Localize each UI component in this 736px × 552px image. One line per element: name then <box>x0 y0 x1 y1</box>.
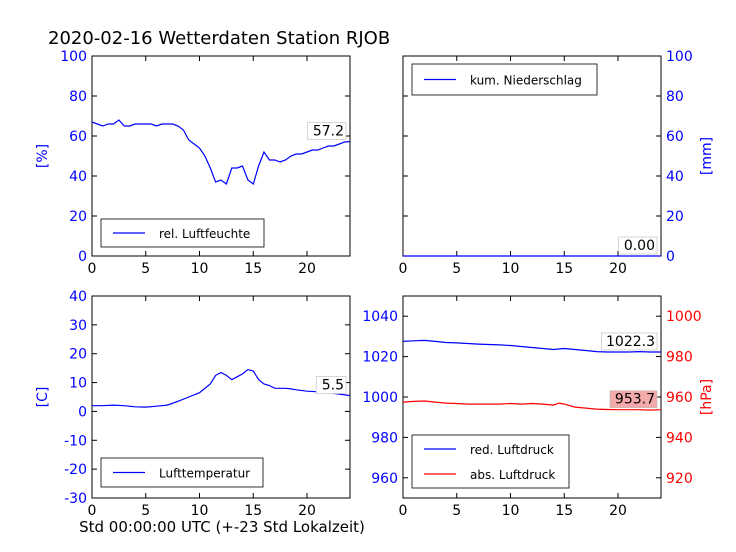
temperature-y-tick-label: 10 <box>69 376 87 392</box>
pressure-value-box-0 <box>601 332 658 351</box>
precip-y-tick-label: 0 <box>666 249 675 265</box>
temperature-x-tick-label: 20 <box>298 503 316 519</box>
temperature-panel: 0 5 10 15 20 -30 -20 -10 0 10 20 30 40 [C] 5.5 Lufttemp… <box>35 289 351 519</box>
pressure-x-tick-label: 5 <box>452 503 461 519</box>
humidity-y-tick-label: 40 <box>69 169 87 185</box>
humidity-x-tick-label: 15 <box>244 261 262 277</box>
humidity-x-tick-label: 5 <box>141 261 150 277</box>
pressure-value-label-0: 1022.3 <box>606 334 655 350</box>
pressure-x-tick-label: 20 <box>609 503 627 519</box>
precip-y-tick-label: 40 <box>666 169 684 185</box>
humidity-y-axis-label: [%] <box>35 144 51 168</box>
temperature-legend-label-0: Lufttemperatur <box>159 467 250 481</box>
temperature-value-label-0: 5.5 <box>322 378 344 394</box>
pressure-y-tick-label-right: 960 <box>666 390 693 406</box>
temperature-y-tick-label: -20 <box>64 462 87 478</box>
humidity-y-tick-label: 100 <box>60 49 87 65</box>
temperature-y-axis-label: [C] <box>35 387 51 408</box>
pressure-y-tick-label-right: 1000 <box>666 309 702 325</box>
precip-value-box-0 <box>618 236 658 255</box>
precip-x-tick-label: 5 <box>452 261 461 277</box>
pressure-y-tick-label-left: 960 <box>371 471 398 487</box>
humidity-legend-label-0: rel. Luftfeuchte <box>159 227 250 241</box>
humidity-axes-frame <box>91 55 351 257</box>
humidity-x-tick-label: 0 <box>88 261 97 277</box>
temperature-y-tick-label: -10 <box>64 433 87 449</box>
pressure-y-tick-label-left: 980 <box>371 430 398 446</box>
pressure-y-axis-label: [hPa] <box>699 379 715 415</box>
pressure-value-label-1: 953.7 <box>615 392 655 408</box>
humidity-value-box-0 <box>307 122 347 140</box>
pressure-panel: 0 5 10 15 20 960 980 1000 1020 1040 920 940 960 980 10… <box>362 295 715 519</box>
temperature-y-tick-label: 0 <box>78 404 87 420</box>
precip-panel: 0 5 10 15 20 0 20 40 60 80 100 [mm] 0.00 kum. Nieders… <box>399 49 715 277</box>
pressure-y-tick-label-left: 1000 <box>362 390 398 406</box>
temperature-y-tick-label: 40 <box>69 289 87 305</box>
humidity-x-tick-label: 20 <box>298 261 316 277</box>
temperature-value-box-0 <box>315 376 347 394</box>
humidity-y-tick-label: 80 <box>69 89 87 105</box>
precip-x-tick-label: 10 <box>502 261 520 277</box>
pressure-x-tick-label: 10 <box>502 503 520 519</box>
pressure-x-tick-label: 15 <box>555 503 573 519</box>
pressure-y-tick-label-right: 980 <box>666 350 693 366</box>
pressure-series-line-1 <box>402 400 662 411</box>
pressure-series-line-0 <box>402 339 661 353</box>
precip-legend-label-0: kum. Niederschlag <box>470 74 582 88</box>
pressure-legend-label-0: red. Luftdruck <box>470 443 554 457</box>
humidity-x-tick-label: 10 <box>191 261 209 277</box>
temperature-x-tick-label: 5 <box>141 503 150 519</box>
precip-y-tick-label: 60 <box>666 129 684 145</box>
humidity-value-label-0: 57.2 <box>313 124 344 140</box>
humidity-series-line-0 <box>91 119 351 185</box>
precip-y-tick-label: 100 <box>666 49 693 65</box>
precip-value-label-0: 0.00 <box>624 238 655 254</box>
precip-x-tick-label: 15 <box>555 261 573 277</box>
temperature-axes-frame <box>91 295 351 499</box>
precip-y-tick-label: 20 <box>666 209 684 225</box>
humidity-y-tick-label: 20 <box>69 209 87 225</box>
temperature-x-tick-label: 0 <box>88 503 97 519</box>
pressure-y-tick-label-left: 1020 <box>362 350 398 366</box>
temperature-y-tick-label: -30 <box>64 491 87 507</box>
pressure-legend-box <box>411 434 570 489</box>
humidity-y-tick-label: 60 <box>69 129 87 145</box>
pressure-value-box-1 <box>609 390 658 409</box>
precip-x-tick-label: 0 <box>399 261 408 277</box>
footer-x-axis-label: Std 00:00:00 UTC (+-23 Std Lokalzeit) <box>79 518 365 536</box>
figure-title: 2020-02-16 Wetterdaten Station RJOB <box>48 28 390 49</box>
precip-y-axis-label: [mm] <box>699 137 715 175</box>
humidity-legend-box <box>100 218 265 248</box>
temperature-x-tick-label: 15 <box>244 503 262 519</box>
temperature-y-tick-label: 30 <box>69 318 87 334</box>
pressure-x-tick-label: 0 <box>399 503 408 519</box>
humidity-y-tick-label: 0 <box>78 249 87 265</box>
humidity-panel: 0 5 10 15 20 0 20 40 60 80 100 [%] 57.2 rel. Luftfeuc… <box>35 49 351 277</box>
temperature-x-tick-label: 10 <box>191 503 209 519</box>
pressure-legend-label-1: abs. Luftdruck <box>470 468 555 482</box>
temperature-y-tick-label: 20 <box>69 347 87 363</box>
precip-x-tick-label: 20 <box>609 261 627 277</box>
pressure-y-tick-label-right: 940 <box>666 430 693 446</box>
temperature-series-line-0 <box>92 368 351 408</box>
pressure-y-tick-label-left: 1040 <box>362 309 398 325</box>
pressure-y-tick-label-right: 920 <box>666 471 693 487</box>
precip-y-tick-label: 80 <box>666 89 684 105</box>
